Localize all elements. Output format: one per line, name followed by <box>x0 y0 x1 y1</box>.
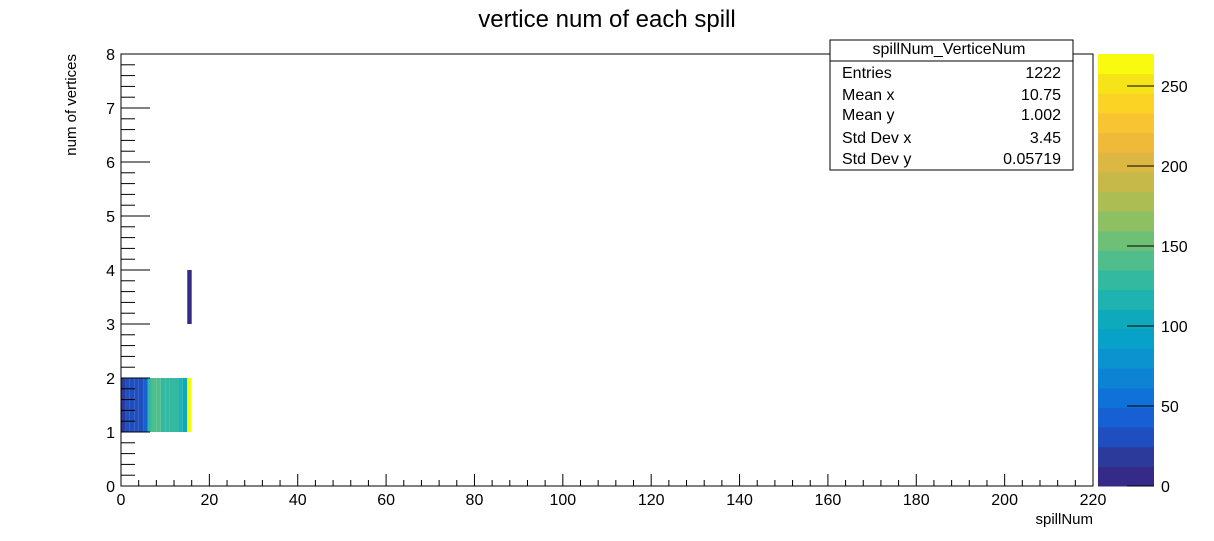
x-tick-label: 160 <box>815 492 842 509</box>
heatmap-cell <box>125 378 130 432</box>
stats-row-value: 1222 <box>1025 65 1061 82</box>
palette-band <box>1098 230 1154 251</box>
stats-row-label: Std Dev x <box>842 130 911 147</box>
stats-row-value: 0.05719 <box>1003 151 1061 168</box>
x-axis: 0 20 40 60 80 100 120 140 160 180 200 220 <box>117 474 1107 509</box>
x-tick-label: 120 <box>638 492 665 509</box>
palette-tick-label: 150 <box>1161 239 1188 256</box>
palette-band <box>1098 211 1154 232</box>
palette-band <box>1098 54 1154 75</box>
y-tick-label: 4 <box>106 263 115 280</box>
stats-row-label: Mean y <box>842 107 894 124</box>
y-tick-label: 8 <box>106 47 115 64</box>
x-tick-label: 80 <box>466 492 484 509</box>
heatmap-cell <box>169 378 175 432</box>
palette-band <box>1098 152 1154 173</box>
y-tick-label: 2 <box>106 371 115 388</box>
palette-band <box>1098 270 1154 291</box>
heatmap-cell <box>174 378 179 432</box>
y-axis: 0 1 2 3 4 5 6 7 8 <box>106 47 150 496</box>
palette-band <box>1098 446 1154 467</box>
palette-band <box>1098 132 1154 153</box>
x-tick-label: 220 <box>1080 492 1107 509</box>
x-axis-label: spillNum <box>1035 511 1093 528</box>
palette-band <box>1098 466 1154 487</box>
palette-band <box>1098 407 1154 428</box>
heatmap-cell <box>178 378 183 432</box>
x-tick-label: 20 <box>200 492 218 509</box>
palette-band <box>1098 171 1154 192</box>
palette-band <box>1098 289 1154 310</box>
heatmap-cell <box>165 378 170 432</box>
y-tick-label: 7 <box>106 101 115 118</box>
color-palette <box>1098 54 1154 487</box>
x-tick-label: 140 <box>726 492 753 509</box>
stats-row-label: Entries <box>842 65 892 82</box>
stats-box: spillNum_VerticeNum Entries 1222 Mean x 10.… <box>829 39 1074 171</box>
palette-band <box>1098 328 1154 350</box>
heatmap-cell <box>129 378 135 432</box>
palette-band <box>1098 368 1154 389</box>
x-tick-label: 200 <box>991 492 1018 509</box>
palette-band <box>1098 250 1154 271</box>
heatmap-cell <box>151 378 157 432</box>
heatmap-cell <box>121 378 126 432</box>
y-tick-label: 3 <box>106 317 115 334</box>
heatmap-cell <box>187 270 192 324</box>
y-axis-label: num of vertices <box>63 54 80 156</box>
palette-tick-label: 250 <box>1161 79 1188 96</box>
palette-band <box>1098 387 1154 408</box>
palette-band <box>1098 112 1154 134</box>
x-tick-label: 100 <box>549 492 576 509</box>
palette-band <box>1098 309 1154 330</box>
x-tick-label: 180 <box>903 492 930 509</box>
palette-band <box>1098 427 1154 448</box>
stats-row-value: 1.002 <box>1021 107 1061 124</box>
heatmap-cell <box>138 378 144 432</box>
heatmap-cell <box>187 378 192 432</box>
x-tick-label: 0 <box>117 492 126 509</box>
y-tick-label: 0 <box>106 479 115 496</box>
heatmap-cell <box>147 378 152 432</box>
y-tick-label: 5 <box>106 209 115 226</box>
palette-band <box>1098 73 1154 94</box>
stats-box-frame <box>829 39 1074 171</box>
y-tick-label: 1 <box>106 425 115 442</box>
palette-band <box>1098 191 1154 212</box>
stats-row-value: 10.75 <box>1021 87 1061 104</box>
stats-row-label: Std Dev y <box>842 151 911 168</box>
chart-title: vertice num of each spill <box>478 6 735 33</box>
heatmap-cell <box>182 378 188 432</box>
stats-rows: Entries 1222 Mean x 10.75 Mean y 1.002 Std Dev… <box>842 65 1061 168</box>
heatmap-cell <box>156 378 161 432</box>
palette-tick-label: 200 <box>1161 159 1188 176</box>
palette-tick-label: 50 <box>1161 399 1179 416</box>
palette-band <box>1098 348 1154 369</box>
palette-tick-label: 0 <box>1161 479 1170 496</box>
stats-row-label: Mean x <box>842 87 894 104</box>
x-tick-label: 40 <box>289 492 307 509</box>
color-palette-axis: 0 50 100 150 200 250 <box>1127 79 1188 496</box>
palette-tick-label: 100 <box>1161 319 1188 336</box>
palette-band <box>1098 93 1154 114</box>
heatmap-cell <box>134 378 139 432</box>
stats-box-title: spillNum_VerticeNum <box>873 41 1026 58</box>
stats-row-value: 3.45 <box>1030 130 1061 147</box>
heatmap-cell <box>160 378 166 432</box>
heatmap-cell <box>143 378 148 432</box>
x-tick-label: 60 <box>377 492 395 509</box>
heatmap-cells <box>121 270 192 432</box>
y-tick-label: 6 <box>106 155 115 172</box>
